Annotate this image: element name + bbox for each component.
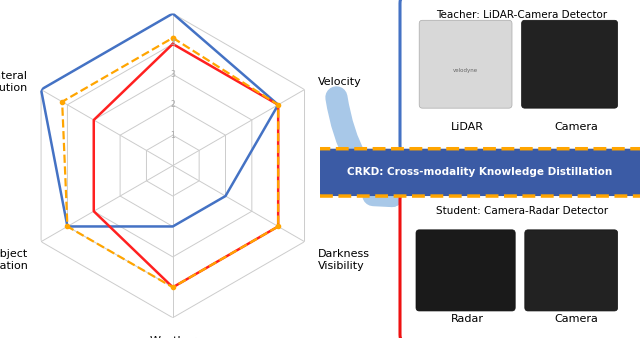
Text: Object
Classification: Object Classification bbox=[0, 249, 28, 271]
Text: CRKD: Cross-modality Knowledge Distillation: CRKD: Cross-modality Knowledge Distillat… bbox=[348, 167, 612, 177]
Text: 2: 2 bbox=[170, 100, 175, 109]
Text: 4: 4 bbox=[170, 40, 175, 48]
FancyBboxPatch shape bbox=[419, 20, 512, 108]
FancyBboxPatch shape bbox=[400, 0, 640, 155]
Text: Camera: Camera bbox=[554, 314, 598, 324]
Text: Lateral
Resolution: Lateral Resolution bbox=[0, 71, 28, 93]
Text: 1: 1 bbox=[170, 131, 175, 140]
FancyBboxPatch shape bbox=[317, 149, 640, 196]
Text: Darkness
Visibility: Darkness Visibility bbox=[317, 249, 370, 271]
Text: Velocity: Velocity bbox=[317, 77, 362, 87]
Text: LiDAR: LiDAR bbox=[451, 122, 484, 132]
Text: Student: Camera-Radar Detector: Student: Camera-Radar Detector bbox=[436, 206, 607, 216]
FancyBboxPatch shape bbox=[525, 230, 618, 311]
Text: Weather
Robustness: Weather Robustness bbox=[141, 336, 205, 338]
Text: 3: 3 bbox=[170, 70, 175, 79]
FancyBboxPatch shape bbox=[522, 20, 618, 108]
FancyBboxPatch shape bbox=[400, 189, 640, 338]
Text: Radar: Radar bbox=[451, 314, 484, 324]
Text: Teacher: LiDAR-Camera Detector: Teacher: LiDAR-Camera Detector bbox=[436, 10, 607, 20]
Text: Camera: Camera bbox=[554, 122, 598, 132]
FancyBboxPatch shape bbox=[416, 230, 515, 311]
Text: velodyne: velodyne bbox=[453, 69, 478, 73]
